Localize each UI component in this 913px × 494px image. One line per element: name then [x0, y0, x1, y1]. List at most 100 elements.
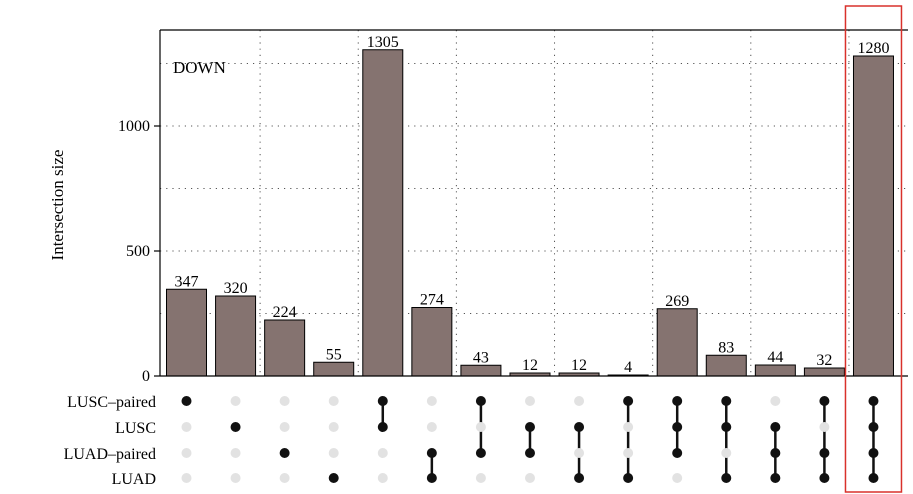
bar-12 — [705, 354, 747, 377]
matrix-dot-inactive — [524, 396, 535, 406]
matrix-dot-inactive — [524, 473, 535, 483]
matrix-dot-active — [328, 473, 339, 483]
matrix-dot-active — [574, 422, 585, 432]
matrix-dot-inactive — [230, 448, 241, 458]
matrix-dot-inactive — [819, 422, 830, 432]
matrix-dot-active — [770, 473, 781, 483]
matrix-dot-active — [672, 448, 683, 458]
highlight-box — [844, 5, 903, 493]
y-tick-label: 500 — [126, 243, 150, 260]
matrix-dot-active — [868, 396, 879, 406]
matrix-dot-inactive — [328, 448, 339, 458]
bar-value-label: 224 — [273, 304, 297, 321]
bar-4 — [313, 361, 355, 377]
set-label: LUAD — [112, 471, 156, 488]
bar-11 — [656, 308, 698, 377]
matrix-dot-inactive — [279, 396, 290, 406]
y-tick-label: 1000 — [118, 118, 150, 135]
matrix-dot-active — [868, 448, 879, 458]
bar-3 — [264, 319, 306, 377]
matrix-dot-inactive — [623, 448, 634, 458]
matrix-dot-inactive — [574, 396, 585, 406]
matrix-dot-active — [230, 422, 241, 432]
matrix-dot-inactive — [426, 422, 437, 432]
bar-value-label: 83 — [718, 339, 734, 356]
matrix-dot-active — [721, 396, 732, 406]
matrix-dot-active — [868, 422, 879, 432]
bar-value-label: 1280 — [857, 40, 889, 57]
matrix-dot-inactive — [672, 473, 683, 483]
bars-group — [166, 49, 894, 377]
matrix-dot-active — [770, 422, 781, 432]
axes-group: 0 500 1000 — [118, 29, 908, 385]
matrix-dot-inactive — [377, 473, 388, 483]
y-axis-label: Intersection size — [48, 150, 67, 261]
matrix-dot-active — [672, 396, 683, 406]
bar-7 — [460, 364, 502, 377]
bar-2 — [215, 295, 257, 377]
matrix-dot-inactive — [328, 396, 339, 406]
bar-13 — [754, 364, 796, 377]
matrix-dot-active — [426, 473, 437, 483]
matrix-dot-active — [672, 422, 683, 432]
matrix-dot-active — [426, 448, 437, 458]
matrix-dot-inactive — [475, 473, 486, 483]
bar-value-label: 12 — [571, 357, 587, 374]
matrix-dot-active — [524, 448, 535, 458]
bar-value-label: 269 — [665, 293, 689, 310]
matrix-dot-active — [721, 473, 732, 483]
bar-5 — [362, 49, 404, 377]
matrix-dot-active — [377, 422, 388, 432]
bar-value-label: 12 — [522, 357, 538, 374]
bar-6 — [411, 307, 453, 377]
matrix-dot-inactive — [181, 473, 192, 483]
bar-value-label: 347 — [175, 273, 199, 290]
matrix-dot-inactive — [377, 448, 388, 458]
matrix-dot-active — [770, 448, 781, 458]
matrix-dot-inactive — [279, 422, 290, 432]
set-labels: LUSC–paired LUSC LUAD–paired LUAD — [64, 394, 156, 488]
bar-value-labels: 347 320 224 55 1305 274 43 12 12 4 269 83 44 32 1280 — [175, 34, 890, 376]
matrix-dot-active — [623, 396, 634, 406]
matrix-dot-inactive — [279, 473, 290, 483]
matrix-dot-active — [623, 473, 634, 483]
matrix-dot-inactive — [475, 422, 486, 432]
matrix-dot-inactive — [426, 396, 437, 406]
bar-15 — [852, 55, 894, 377]
bar-value-label: 43 — [473, 349, 489, 366]
matrix-dot-inactive — [623, 422, 634, 432]
matrix-dot-active — [574, 473, 585, 483]
bar-value-label: 32 — [816, 352, 832, 369]
matrix-dot-active — [279, 448, 290, 458]
set-label: LUAD–paired — [64, 446, 156, 463]
matrix-dot-active — [475, 448, 486, 458]
matrix-dot-active — [819, 396, 830, 406]
matrix-dot-inactive — [181, 448, 192, 458]
matrix-dot-inactive — [181, 422, 192, 432]
bar-value-label: 44 — [767, 349, 783, 366]
set-label: LUSC — [115, 420, 156, 437]
bar-value-label: 1305 — [367, 34, 399, 51]
y-tick-label: 0 — [142, 368, 150, 385]
matrix-dot-inactive — [770, 396, 781, 406]
set-matrix — [181, 396, 879, 483]
matrix-dot-inactive — [230, 473, 241, 483]
matrix-dot-active — [181, 396, 192, 406]
bar-value-label: 4 — [624, 359, 632, 376]
matrix-dot-inactive — [230, 396, 241, 406]
bar-value-label: 320 — [224, 280, 248, 297]
matrix-dot-active — [475, 396, 486, 406]
matrix-dot-active — [377, 396, 388, 406]
bar-1 — [166, 288, 207, 377]
matrix-dot-inactive — [328, 422, 339, 432]
down-annotation: DOWN — [173, 58, 226, 77]
matrix-dot-inactive — [721, 448, 732, 458]
matrix-dot-active — [524, 422, 535, 432]
bar-value-label: 274 — [420, 292, 444, 309]
grid-lines — [160, 30, 908, 376]
bar-14 — [803, 367, 845, 377]
bar-value-label: 55 — [326, 346, 342, 363]
matrix-dot-active — [721, 422, 732, 432]
matrix-dot-active — [819, 448, 830, 458]
